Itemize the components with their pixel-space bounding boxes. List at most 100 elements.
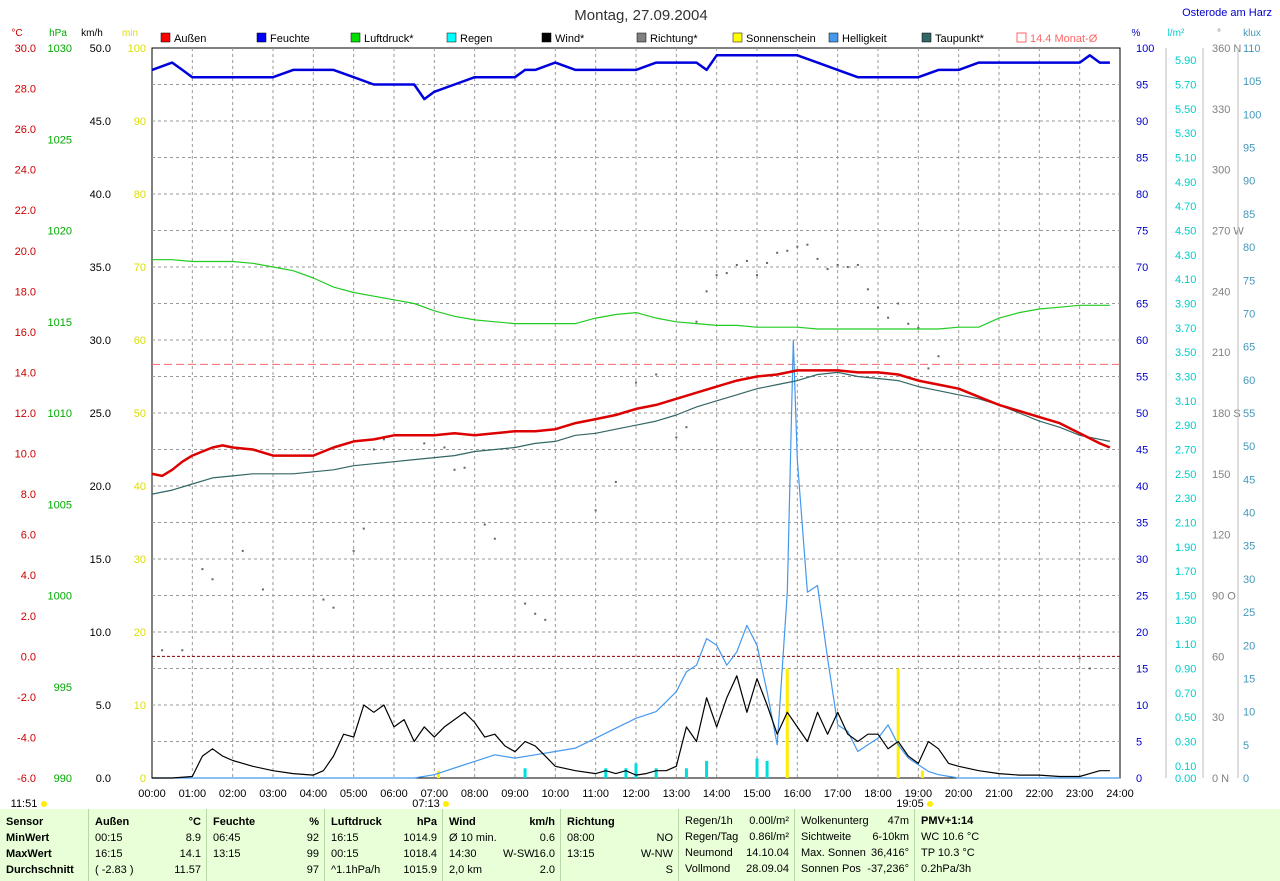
tick-lux: 45 — [1243, 474, 1255, 486]
x-tick: 10:00 — [542, 788, 570, 800]
tick-sun: 100 — [128, 43, 146, 55]
direction-point — [675, 436, 678, 439]
axis-ticks: 30.0 28.0 26.0 24.0 22.0 20.0 18.0 16.0 14.0 12.0… — [15, 43, 1262, 785]
tick-press: 1005 — [48, 499, 72, 511]
rain-bar — [624, 768, 628, 778]
tick-dir: 210 — [1212, 347, 1230, 359]
vollmond-value: 28.09.04 — [746, 863, 789, 875]
tick-hum: 0 — [1136, 773, 1142, 785]
tick-rain: 4.50 — [1175, 226, 1196, 238]
direction-point — [382, 438, 385, 441]
direction-point — [322, 598, 325, 601]
tick-sun: 90 — [134, 116, 146, 128]
axis-unit-temp: °C — [11, 28, 22, 39]
luftdruck-trend: ^1.1hPa/h — [331, 864, 381, 876]
wolkenunterg-label: Wolkenunterg — [801, 815, 869, 827]
luftdruck-unit: hPa — [416, 816, 437, 828]
direction-point — [715, 274, 718, 277]
col-richtung: Richtung 08:00 NO 13:15 W-NW S — [560, 809, 679, 881]
x-tick: 13:00 — [663, 788, 691, 800]
direction-point — [362, 527, 365, 530]
luftdruck-min-value: 1014.9 — [403, 832, 437, 844]
direction-point — [493, 537, 496, 540]
tick-rain: 4.90 — [1175, 177, 1196, 189]
x-tick: 20:00 — [945, 788, 973, 800]
tick-lux: 105 — [1243, 76, 1261, 88]
series-luftdruck-line — [152, 259, 1110, 330]
aussen-max-value: 14.1 — [179, 848, 201, 860]
tick-temp: 24.0 — [15, 165, 36, 177]
tick-temp: 2.0 — [21, 611, 36, 623]
direction-point — [524, 602, 527, 605]
location-label: Osterode am Harz — [1182, 7, 1272, 19]
tick-hum: 80 — [1136, 189, 1148, 201]
tick-hum: 10 — [1136, 700, 1148, 712]
tick-hum: 85 — [1136, 153, 1148, 165]
luftdruck-head: Luftdruck — [331, 816, 382, 828]
sun-times: 11:51 07:13 19:05 — [11, 798, 933, 809]
wind-run: 2,0 km — [449, 864, 483, 876]
wind-head: Wind — [449, 816, 476, 828]
tick-hum: 75 — [1136, 226, 1148, 238]
tick-hum: 65 — [1136, 299, 1148, 311]
tick-hum: 95 — [1136, 80, 1148, 92]
rain-bar — [523, 768, 527, 778]
sunshine-bar — [896, 668, 900, 778]
tick-wind: 50.0 — [90, 43, 111, 55]
legend: Außen Feuchte Luftdruck* Regen Wind* Richtung… — [160, 32, 1098, 45]
tick-dir: 90 O — [1212, 591, 1236, 603]
regen-tag-value: 0.86l/m² — [749, 831, 789, 843]
direction-point — [655, 373, 658, 376]
direction-point — [917, 326, 920, 329]
direction-point — [695, 320, 698, 323]
tick-dir: 300 — [1212, 165, 1230, 177]
x-tick: 08:00 — [461, 788, 489, 800]
tick-rain: 1.10 — [1175, 639, 1196, 651]
tick-dir: 360 N — [1212, 43, 1241, 55]
tick-sun: 40 — [134, 481, 146, 493]
direction-point — [786, 249, 789, 252]
tick-rain: 5.70 — [1175, 80, 1196, 92]
tick-press: 1000 — [48, 591, 72, 603]
tick-rain: 3.90 — [1175, 299, 1196, 311]
tick-rain: 0.90 — [1175, 664, 1196, 676]
direction-point — [745, 259, 748, 262]
direction-point — [866, 288, 869, 291]
axis-unit-hum: % — [1132, 28, 1141, 39]
tick-rain: 1.90 — [1175, 542, 1196, 554]
direction-point — [846, 266, 849, 268]
rain-bar — [684, 768, 688, 778]
taupunkt-value: TP 10.3 °C — [921, 847, 975, 859]
tick-lux: 25 — [1243, 607, 1255, 619]
direction-point — [463, 466, 466, 469]
direction-point — [483, 523, 486, 526]
tick-dir: 150 — [1212, 469, 1230, 481]
tick-temp: -2.0 — [17, 692, 36, 704]
tick-rain: 0.30 — [1175, 737, 1196, 749]
wind-max-dir: W-SW — [503, 848, 535, 860]
tick-rain: 3.70 — [1175, 323, 1196, 335]
wind-max-value: 16.0 — [533, 848, 555, 860]
tick-rain: 2.30 — [1175, 493, 1196, 505]
tick-rain: 1.50 — [1175, 591, 1196, 603]
axis-unit-press: hPa — [49, 28, 67, 39]
tick-hum: 15 — [1136, 664, 1148, 676]
tick-wind: 15.0 — [90, 554, 111, 566]
tick-rain: 2.50 — [1175, 469, 1196, 481]
col-feuchte: Feuchte% 06:45 92 13:15 99 97 — [206, 809, 325, 881]
tick-hum: 5 — [1136, 737, 1142, 749]
x-tick: 04:00 — [300, 788, 328, 800]
legend-au-en: Außen — [174, 33, 206, 45]
x-tick: 24:00 — [1106, 788, 1134, 800]
tick-rain: 2.90 — [1175, 420, 1196, 432]
aussen-max-time: 16:15 — [95, 848, 123, 860]
tick-hum: 45 — [1136, 445, 1148, 457]
x-tick: 11:00 — [582, 788, 609, 800]
direction-point — [181, 649, 184, 652]
tick-press: 1030 — [48, 43, 72, 55]
tick-rain: 3.10 — [1175, 396, 1196, 408]
windchill-value: WC 10.6 °C — [921, 831, 980, 843]
tick-temp: 12.0 — [15, 408, 36, 420]
x-tick: 15:00 — [743, 788, 771, 800]
sonnen-pos-value: -37,236° — [867, 863, 909, 875]
